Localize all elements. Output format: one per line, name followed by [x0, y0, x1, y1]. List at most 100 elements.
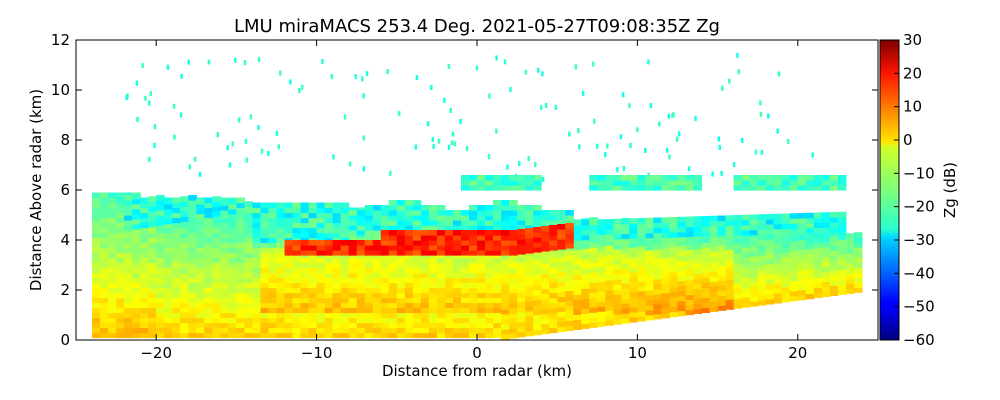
- echo-cell: [260, 282, 270, 289]
- bright-band-cell: [477, 250, 486, 256]
- echo-cell: [140, 287, 149, 294]
- bright-band-cell: [468, 230, 478, 236]
- bright-band-cell: [533, 237, 542, 243]
- echo-cell: [709, 241, 719, 247]
- echo-cell: [268, 327, 278, 334]
- echo-cell: [180, 317, 189, 324]
- layer-cell: [589, 185, 598, 191]
- echo-cell: [284, 312, 294, 319]
- echo-cell: [196, 292, 205, 299]
- echo-cell: [541, 323, 550, 330]
- scatter-echo: [593, 118, 596, 124]
- bright-band-cell: [444, 230, 454, 236]
- bright-band-cell: [517, 229, 526, 235]
- cloud-cell: [781, 223, 791, 230]
- cloud-cell: [813, 217, 823, 224]
- echo-cell: [669, 301, 679, 308]
- cloud-cell: [621, 233, 630, 240]
- echo-cell: [340, 322, 350, 329]
- echo-cell: [132, 302, 141, 309]
- bright-band-cell: [557, 234, 566, 240]
- echo-cell: [388, 282, 398, 289]
- cloud-cell: [829, 227, 839, 233]
- echo-cell: [212, 262, 221, 269]
- echo-cell: [244, 217, 254, 224]
- echo-cell: [661, 307, 671, 314]
- echo-cell: [164, 232, 173, 239]
- echo-cell: [356, 272, 366, 279]
- echo-cell: [717, 285, 727, 291]
- echo-cell: [717, 300, 727, 306]
- echo-cell: [180, 247, 189, 254]
- echo-cell: [388, 327, 398, 334]
- echo-cell: [669, 296, 679, 303]
- echo-cell: [477, 292, 486, 299]
- echo-cell: [412, 267, 422, 274]
- echo-cell: [268, 247, 278, 254]
- echo-cell: [821, 281, 831, 288]
- cloud-cell: [396, 210, 406, 216]
- echo-cell: [340, 302, 350, 309]
- cloud-cell: [124, 200, 133, 206]
- cloud-cell: [693, 226, 703, 232]
- echo-cell: [717, 275, 727, 281]
- echo-cell: [396, 282, 406, 289]
- echo-cell: [565, 310, 574, 317]
- scatter-echo: [234, 57, 237, 63]
- echo-cell: [717, 290, 727, 296]
- echo-cell: [92, 297, 101, 304]
- echo-cell: [725, 244, 735, 250]
- echo-cell: [348, 272, 358, 279]
- echo-cell: [613, 304, 622, 310]
- echo-cell: [669, 291, 679, 298]
- echo-cell: [212, 252, 221, 259]
- echo-cell: [116, 302, 125, 309]
- echo-cell: [196, 302, 205, 309]
- echo-cell: [348, 277, 358, 284]
- cloud-cell: [613, 233, 622, 240]
- bright-band-cell: [444, 235, 454, 241]
- echo-cell: [501, 303, 510, 310]
- bright-band-cell: [380, 250, 390, 256]
- echo-cell: [589, 287, 598, 293]
- echo-cell: [797, 239, 807, 246]
- echo-cell: [621, 288, 630, 294]
- cloud-cell: [260, 227, 270, 234]
- echo-cell: [565, 275, 574, 282]
- bright-band-cell: [284, 245, 294, 251]
- echo-cell: [220, 227, 229, 234]
- cloud-cell: [348, 230, 358, 236]
- echo-cell: [549, 292, 558, 299]
- echo-cell: [525, 320, 534, 327]
- echo-cell: [565, 250, 574, 257]
- echo-cell: [436, 267, 446, 274]
- echo-cell: [468, 277, 478, 284]
- echo-cell: [765, 283, 775, 290]
- echo-cell: [404, 317, 414, 324]
- echo-cell: [573, 299, 582, 305]
- echo-cell: [260, 267, 270, 274]
- echo-cell: [685, 239, 695, 246]
- echo-cell: [396, 267, 406, 274]
- echo-cell: [324, 312, 334, 319]
- cloud-cell: [565, 215, 574, 221]
- cloud-cell: [316, 207, 326, 214]
- echo-cell: [156, 312, 165, 319]
- echo-cell: [765, 238, 775, 245]
- layer-cell: [661, 180, 671, 186]
- echo-cell: [637, 265, 647, 272]
- echo-cell: [837, 274, 847, 280]
- echo-cell: [693, 258, 703, 265]
- echo-cell: [501, 333, 510, 340]
- echo-cell: [661, 312, 671, 319]
- bright-band-cell: [396, 245, 406, 251]
- echo-cell: [589, 247, 598, 253]
- echo-cell: [364, 262, 374, 269]
- echo-cell: [348, 267, 358, 274]
- cloud-cell: [316, 222, 326, 229]
- layer-cell: [741, 185, 751, 191]
- echo-cell: [485, 327, 494, 334]
- echo-cell: [252, 242, 262, 249]
- echo-cell: [252, 317, 262, 324]
- echo-cell: [669, 246, 679, 253]
